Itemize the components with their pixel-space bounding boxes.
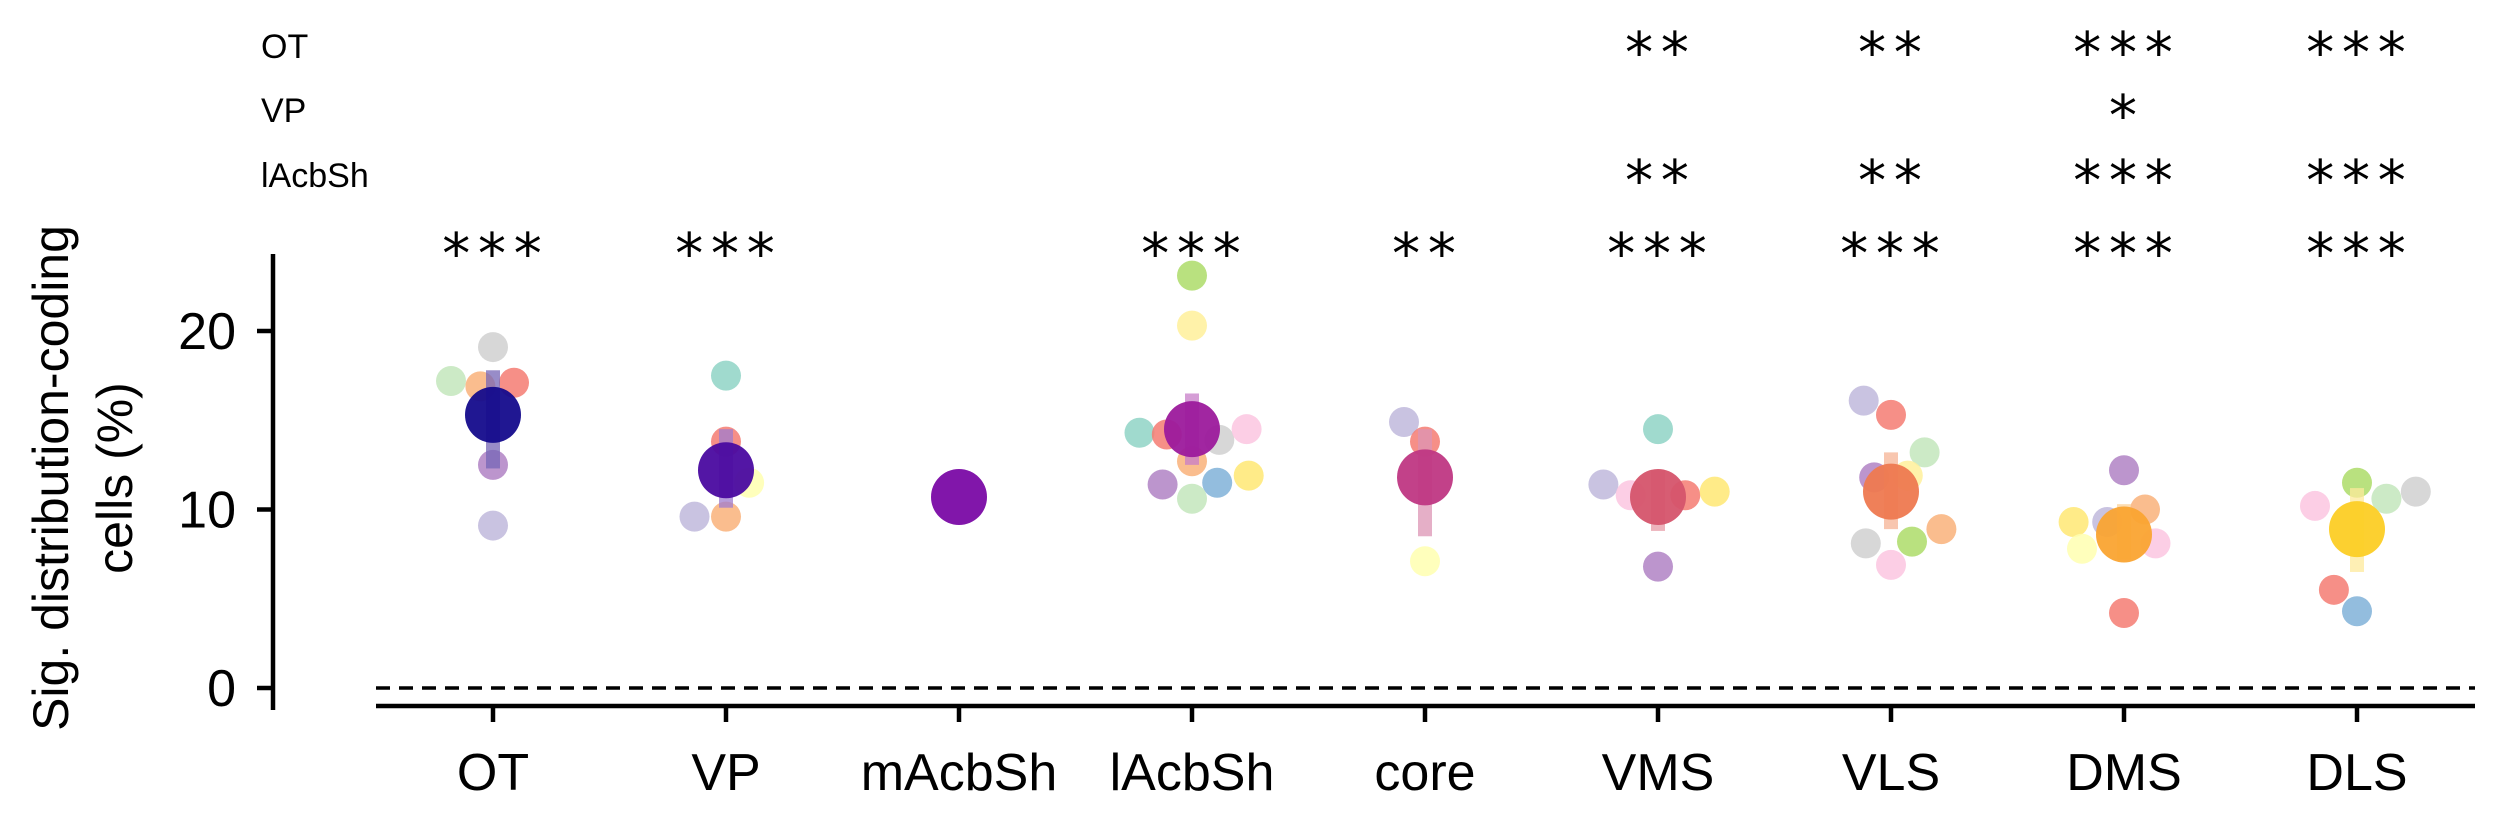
significance-rows: OT ** ** *** ***VP *lAcbSh ** ** *** ****** *** ***…	[261, 21, 2410, 287]
x-tick-label: lAcbSh	[1110, 744, 1275, 802]
y-tick-label: 20	[178, 303, 236, 361]
significance-marker: ***	[1138, 222, 1245, 287]
group-ot	[436, 332, 529, 541]
group-core	[1389, 407, 1453, 577]
group-vls	[1848, 385, 1957, 580]
significance-marker: ***	[2070, 222, 2177, 287]
significance-marker: ***	[2070, 21, 2177, 86]
data-point	[2342, 467, 2372, 498]
data-marks	[436, 260, 2431, 629]
data-point	[499, 367, 529, 398]
group-dls	[2300, 467, 2431, 627]
group-macbsh	[931, 469, 987, 526]
data-point	[2318, 574, 2349, 605]
group-lacbsh	[1124, 260, 1264, 514]
x-tick-label: VMS	[1602, 744, 1715, 802]
data-point	[1848, 385, 1879, 416]
group-vp	[679, 360, 765, 532]
data-point	[1876, 549, 1906, 580]
mean-point	[1164, 401, 1220, 458]
significance-row-label: lAcbSh	[261, 157, 369, 195]
mean-point	[698, 442, 754, 499]
data-point	[2058, 506, 2089, 537]
mean-point	[1630, 469, 1686, 526]
y-tick-label: 0	[207, 660, 236, 718]
group-dms	[2058, 455, 2171, 629]
significance-marker: *	[2106, 84, 2142, 149]
mean-point	[931, 469, 987, 526]
group-vms	[1588, 414, 1730, 582]
significance-marker: **	[1855, 149, 1926, 214]
x-tick-label: DLS	[2306, 744, 2407, 802]
data-point	[1876, 399, 1906, 430]
x-ticks: OT VP mAcbSh lAcbSh core VMS VLS DMS DLS	[457, 706, 2408, 802]
x-tick-label: VP	[691, 744, 760, 802]
significance-marker: ***	[1837, 222, 1944, 287]
data-point	[1147, 469, 1178, 500]
data-point	[1643, 414, 1673, 445]
x-tick-label: OT	[457, 744, 529, 802]
data-point	[1410, 546, 1440, 577]
significance-marker: ***	[672, 222, 779, 287]
data-point	[1231, 414, 1262, 445]
data-point	[2400, 476, 2431, 507]
y-axis-label-line-1: Sig. distribution-coding	[23, 225, 79, 731]
data-point	[2371, 483, 2402, 514]
data-point	[1177, 310, 1207, 341]
data-point	[2067, 533, 2097, 564]
mean-point	[2096, 506, 2152, 563]
x-tick-label: mAcbSh	[861, 744, 1058, 802]
data-point	[1909, 437, 1940, 468]
data-point	[478, 332, 508, 363]
data-point	[679, 501, 710, 532]
data-point	[1177, 483, 1207, 514]
significance-marker: ***	[1604, 222, 1711, 287]
significance-marker: ***	[439, 222, 546, 287]
y-axis-label-line-2: cells (%)	[87, 382, 143, 574]
mean-point	[2329, 501, 2385, 558]
significance-row-label: OT	[261, 28, 308, 66]
data-point	[436, 365, 466, 396]
data-point	[711, 360, 741, 391]
data-point	[2342, 596, 2372, 627]
y-tick-label: 10	[178, 482, 236, 540]
significance-marker: ***	[2303, 21, 2410, 86]
significance-marker: ***	[2303, 149, 2410, 214]
data-point	[1233, 460, 1264, 491]
data-point	[1588, 469, 1619, 500]
significance-marker: **	[1622, 149, 1693, 214]
data-point	[1643, 551, 1673, 582]
data-point	[1389, 407, 1419, 438]
significance-marker: ***	[2070, 149, 2177, 214]
mean-point	[1397, 449, 1453, 506]
significance-marker: ***	[2303, 222, 2410, 287]
data-point	[478, 510, 508, 541]
mean-point	[1863, 463, 1919, 520]
data-point	[1177, 260, 1207, 291]
data-point	[1897, 526, 1927, 557]
mean-point	[465, 386, 521, 443]
data-point	[711, 501, 741, 532]
data-point	[1202, 467, 1233, 498]
x-tick-label: DMS	[2066, 744, 2182, 802]
y-ticks: 0 10 20	[178, 303, 273, 718]
x-tick-label: core	[1374, 744, 1475, 802]
significance-marker: **	[1389, 222, 1460, 287]
data-point	[1124, 417, 1155, 448]
data-point	[2109, 455, 2139, 486]
data-point	[2300, 490, 2330, 521]
significance-marker: **	[1855, 21, 1926, 86]
significance-marker: **	[1622, 21, 1693, 86]
data-point	[1850, 528, 1881, 559]
data-point	[2109, 598, 2139, 629]
x-tick-label: VLS	[1842, 744, 1940, 802]
data-point	[1699, 476, 1730, 507]
data-point	[1926, 514, 1957, 545]
significance-row-label: VP	[261, 92, 306, 130]
